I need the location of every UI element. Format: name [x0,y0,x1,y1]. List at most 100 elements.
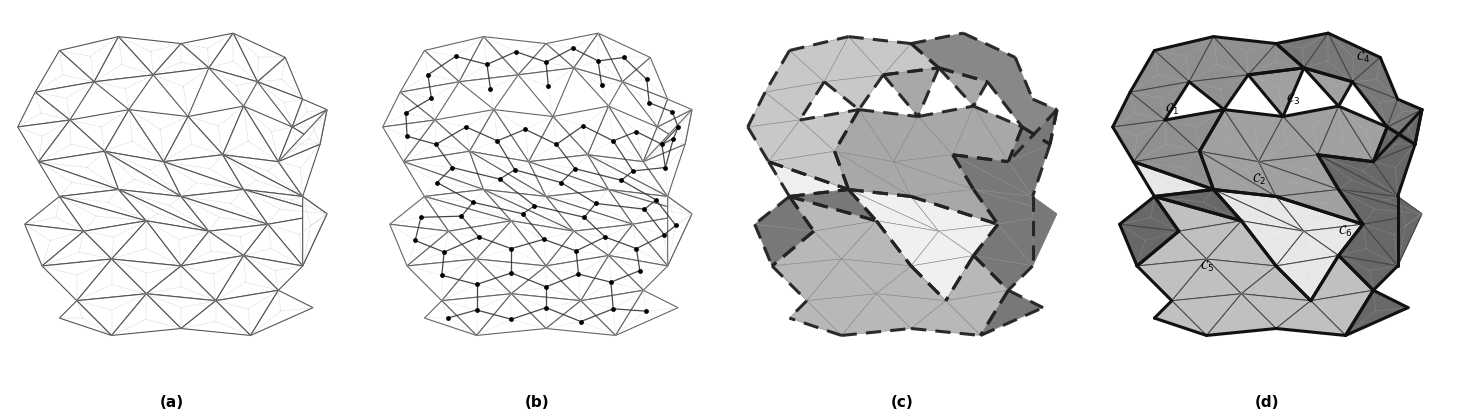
Point [625,128,648,135]
Polygon shape [858,110,918,162]
Polygon shape [403,120,470,162]
Polygon shape [974,224,1032,266]
Polygon shape [609,255,667,290]
Polygon shape [1374,144,1415,196]
Polygon shape [622,82,667,127]
Point [488,176,511,182]
Polygon shape [841,294,911,336]
Point [565,247,588,254]
Polygon shape [546,189,634,224]
Point [599,279,622,285]
Polygon shape [476,294,546,336]
Polygon shape [60,37,118,82]
Polygon shape [1304,224,1362,255]
Polygon shape [1172,259,1241,301]
Point [464,281,488,288]
Polygon shape [644,110,692,162]
Polygon shape [234,33,285,82]
Polygon shape [946,290,1009,336]
Polygon shape [848,37,911,75]
Point [534,59,558,66]
Polygon shape [1339,106,1387,162]
Polygon shape [42,231,111,266]
Point [464,307,488,314]
Polygon shape [146,266,216,301]
Polygon shape [400,82,458,120]
Polygon shape [765,82,823,120]
Polygon shape [1113,120,1165,162]
Polygon shape [216,290,279,336]
Polygon shape [442,259,511,301]
Polygon shape [953,155,1032,196]
Polygon shape [1137,259,1206,301]
Point [396,133,419,140]
Polygon shape [164,117,223,162]
Polygon shape [111,294,181,336]
Point [416,71,439,78]
Polygon shape [209,224,267,255]
Point [419,94,442,101]
Text: $\mathcal{C}_1$: $\mathcal{C}_1$ [1165,102,1178,117]
Polygon shape [1283,106,1339,155]
Polygon shape [883,43,939,75]
Polygon shape [1318,106,1374,162]
Polygon shape [755,196,813,231]
Polygon shape [953,106,1009,162]
Polygon shape [1304,33,1352,82]
Point [566,271,590,278]
Polygon shape [999,214,1057,266]
Polygon shape [1133,162,1213,196]
Polygon shape [529,117,588,162]
Polygon shape [588,155,667,196]
Polygon shape [164,155,244,189]
Polygon shape [616,290,677,336]
Polygon shape [1276,301,1346,336]
Text: (b): (b) [526,395,549,410]
Polygon shape [807,294,876,336]
Polygon shape [188,106,244,155]
Polygon shape [1188,37,1248,82]
Polygon shape [93,37,153,82]
Point [437,315,460,321]
Point [664,222,688,229]
Point [622,168,645,174]
Polygon shape [223,155,302,196]
Polygon shape [292,99,327,127]
Polygon shape [83,221,146,259]
Polygon shape [1133,120,1200,162]
Polygon shape [813,221,876,259]
Polygon shape [748,92,800,127]
Polygon shape [974,106,1022,162]
Polygon shape [244,106,292,162]
Polygon shape [1276,33,1329,68]
Point [499,245,523,252]
Polygon shape [1213,37,1276,75]
Polygon shape [38,120,105,162]
Polygon shape [518,68,574,117]
Polygon shape [518,43,574,75]
Polygon shape [911,189,999,224]
Polygon shape [1318,155,1397,196]
Polygon shape [470,151,546,196]
Point [450,213,473,219]
Point [444,53,467,60]
Polygon shape [1339,189,1422,214]
Polygon shape [644,144,685,196]
Point [403,237,426,244]
Polygon shape [153,43,209,75]
Point [564,165,587,172]
Polygon shape [105,151,181,196]
Polygon shape [1248,68,1304,117]
Polygon shape [588,155,667,196]
Polygon shape [181,255,244,301]
Polygon shape [987,57,1032,99]
Polygon shape [1206,221,1276,266]
Polygon shape [257,82,302,127]
Polygon shape [1276,196,1362,231]
Polygon shape [35,51,93,92]
Polygon shape [425,37,483,82]
Polygon shape [1339,255,1397,290]
Polygon shape [448,221,511,259]
Polygon shape [790,189,876,221]
Polygon shape [1241,294,1311,329]
